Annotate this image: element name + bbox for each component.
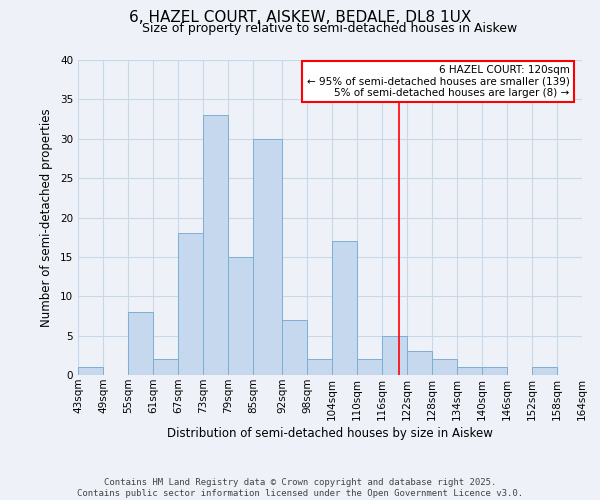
Bar bbox=[282, 320, 307, 375]
Bar bbox=[457, 367, 482, 375]
Bar bbox=[357, 359, 382, 375]
Bar bbox=[78, 367, 103, 375]
Text: Contains HM Land Registry data © Crown copyright and database right 2025.
Contai: Contains HM Land Registry data © Crown c… bbox=[77, 478, 523, 498]
Text: 6, HAZEL COURT, AISKEW, BEDALE, DL8 1UX: 6, HAZEL COURT, AISKEW, BEDALE, DL8 1UX bbox=[129, 10, 471, 25]
Bar bbox=[407, 352, 432, 375]
Bar bbox=[532, 367, 557, 375]
Bar bbox=[203, 115, 228, 375]
Bar bbox=[382, 336, 407, 375]
Bar bbox=[178, 233, 203, 375]
Bar bbox=[482, 367, 507, 375]
Text: 6 HAZEL COURT: 120sqm
← 95% of semi-detached houses are smaller (139)
5% of semi: 6 HAZEL COURT: 120sqm ← 95% of semi-deta… bbox=[307, 64, 569, 98]
Title: Size of property relative to semi-detached houses in Aiskew: Size of property relative to semi-detach… bbox=[142, 22, 518, 35]
Bar bbox=[432, 359, 457, 375]
X-axis label: Distribution of semi-detached houses by size in Aiskew: Distribution of semi-detached houses by … bbox=[167, 427, 493, 440]
Bar bbox=[307, 359, 332, 375]
Bar bbox=[228, 257, 253, 375]
Bar bbox=[332, 241, 357, 375]
Y-axis label: Number of semi-detached properties: Number of semi-detached properties bbox=[40, 108, 53, 327]
Bar bbox=[253, 138, 282, 375]
Bar bbox=[153, 359, 178, 375]
Bar bbox=[128, 312, 153, 375]
